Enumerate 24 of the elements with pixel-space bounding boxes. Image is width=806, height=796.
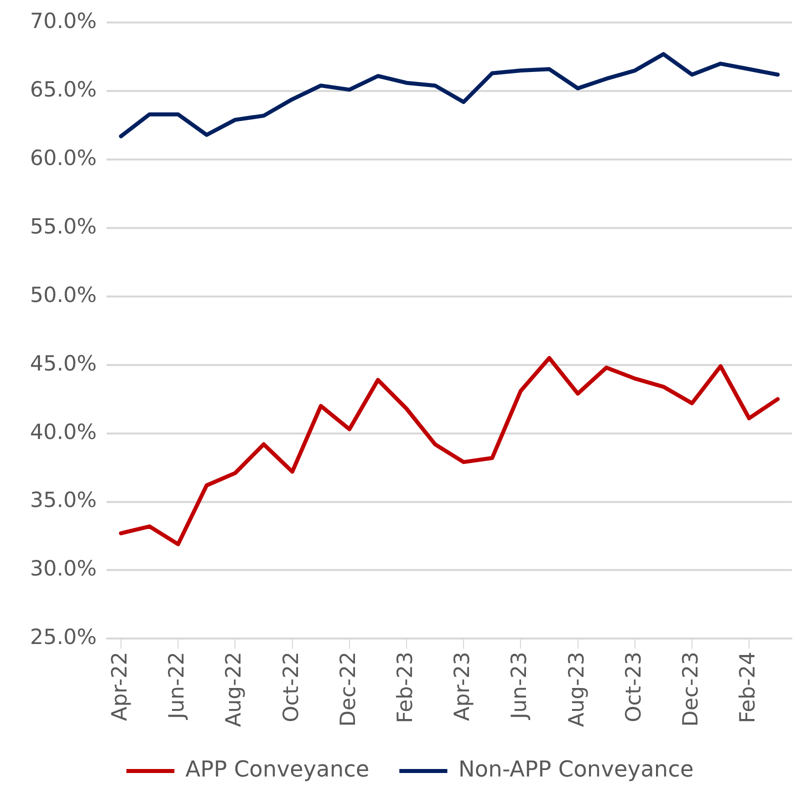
y-tick-label: 65.0%	[30, 78, 97, 102]
y-tick-label: 50.0%	[30, 282, 97, 307]
x-tick-label: Jun-23	[507, 652, 532, 721]
y-tick-label: 25.0%	[30, 625, 97, 650]
x-tick-label: Feb-24	[736, 652, 760, 724]
legend-label: Non-APP Conveyance	[458, 758, 694, 783]
x-tick-label: Aug-23	[564, 652, 588, 728]
y-tick-label: 30.0%	[30, 556, 97, 581]
x-tick-label: Dec-22	[336, 652, 360, 727]
y-tick-label: 40.0%	[30, 420, 97, 444]
y-tick-label: 70.0%	[30, 9, 97, 34]
y-tick-label: 45.0%	[30, 351, 97, 376]
x-tick-label: Jun-22	[164, 652, 189, 721]
x-tick-label: Dec-23	[678, 652, 702, 727]
x-tick-label: Oct-22	[278, 652, 303, 722]
x-tick-label: Feb-23	[392, 652, 417, 724]
y-tick-label: 60.0%	[30, 146, 97, 170]
x-tick-label: Apr-22	[107, 652, 132, 721]
x-tick-label: Oct-23	[621, 652, 646, 722]
y-tick-label: 55.0%	[30, 214, 97, 238]
x-tick-label: Apr-23	[450, 652, 474, 721]
y-tick-label: 35.0%	[30, 488, 97, 512]
legend-label: APP Conveyance	[185, 758, 370, 783]
x-tick-label: Aug-22	[222, 652, 246, 728]
